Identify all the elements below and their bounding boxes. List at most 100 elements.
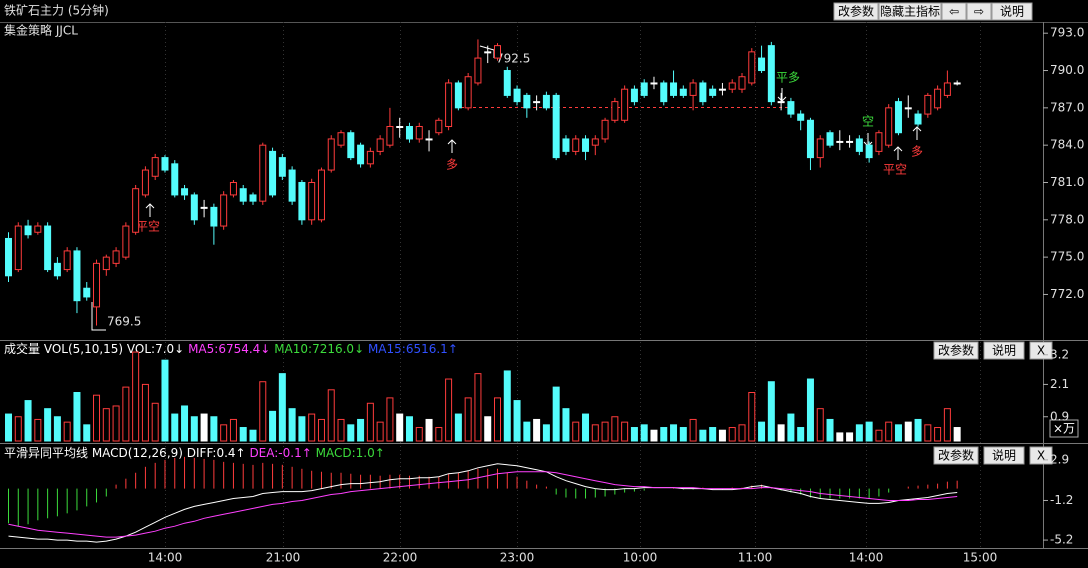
candle-body — [787, 101, 795, 115]
candle-body — [259, 144, 267, 202]
candle-body — [386, 126, 394, 146]
candle-body — [454, 82, 462, 109]
volume-bar — [513, 400, 521, 442]
volume-bar — [14, 416, 22, 442]
volume-bar — [689, 418, 697, 442]
candle-body — [317, 169, 325, 221]
signal-arrow — [893, 146, 903, 160]
button[interactable]: 说明 — [983, 446, 1025, 465]
button-label[interactable]: ⇦ — [949, 5, 959, 19]
button[interactable]: 改参数 — [933, 446, 979, 465]
candle-body — [885, 107, 893, 146]
volume-bar — [102, 408, 110, 442]
volume-bar — [758, 421, 766, 442]
candle-body — [660, 82, 668, 103]
volume-bar — [171, 413, 179, 442]
candle-body — [210, 206, 218, 227]
candle-body — [249, 194, 257, 202]
button-label[interactable]: 改参数 — [838, 4, 874, 19]
button-label[interactable]: X — [1037, 344, 1045, 358]
button[interactable]: X — [1029, 341, 1053, 360]
volume-bar — [621, 421, 629, 442]
button-label[interactable]: 说明 — [1000, 4, 1024, 19]
button-label[interactable]: 说明 — [992, 448, 1016, 463]
candle-body — [34, 225, 42, 233]
y-tick-label: -5.2 — [1050, 533, 1073, 547]
volume-bar — [327, 389, 335, 442]
button[interactable]: X — [1029, 446, 1053, 465]
button-frame[interactable] — [966, 2, 992, 21]
button-label[interactable]: ⇨ — [974, 5, 984, 19]
button-frame[interactable] — [941, 2, 967, 21]
button[interactable]: 隐藏主指标 — [878, 2, 942, 21]
button-frame[interactable] — [933, 341, 979, 360]
volume-bar — [259, 381, 267, 442]
volume-bar — [582, 413, 590, 442]
y-tick-label: 790.0 — [1050, 63, 1084, 77]
button-frame[interactable] — [991, 2, 1033, 21]
volume-bar — [464, 397, 472, 442]
button[interactable]: 改参数 — [833, 2, 879, 21]
candle-body — [141, 169, 149, 196]
annotation: 多 — [911, 145, 923, 159]
button-label[interactable]: 改参数 — [938, 343, 974, 358]
candle-body — [239, 188, 247, 202]
button-label[interactable]: 改参数 — [938, 448, 974, 463]
button-label[interactable]: 隐藏主指标 — [880, 4, 940, 19]
volume-bar — [220, 424, 228, 442]
volume-bar — [650, 429, 658, 442]
volume-bar — [249, 429, 257, 442]
candle-body — [601, 119, 609, 140]
volume-bar — [83, 424, 91, 442]
volume-bar — [405, 416, 413, 442]
candle-body — [445, 82, 453, 128]
button[interactable]: 说明 — [991, 2, 1033, 21]
header-part: MA10:7216.0↓ — [274, 342, 364, 356]
candle-body — [474, 57, 482, 84]
x-tick-label: 22:00 — [383, 551, 418, 565]
candle-body — [523, 94, 531, 109]
button-frame[interactable] — [933, 446, 979, 465]
button-frame[interactable] — [983, 446, 1025, 465]
button-label[interactable]: 说明 — [992, 343, 1016, 358]
chart-title: 铁矿石主力 (5分钟) — [4, 3, 109, 18]
button-frame[interactable] — [983, 341, 1025, 360]
y-tick-label: 2.9 — [1050, 452, 1069, 466]
header-part: MA5:6754.4↓ — [188, 342, 270, 356]
candle-body — [298, 181, 306, 221]
volume-bar — [63, 421, 71, 442]
button-label[interactable]: X — [1037, 449, 1045, 463]
candle-body — [846, 140, 854, 143]
volume-bar — [337, 418, 345, 442]
button[interactable]: 说明 — [983, 341, 1025, 360]
volume-bar — [630, 427, 638, 442]
button-frame[interactable] — [833, 2, 879, 21]
volume-bar — [141, 383, 149, 442]
candle-body — [640, 82, 648, 96]
volume-bar — [239, 427, 247, 442]
candle-body — [572, 138, 580, 152]
unit-box: ×万 — [1049, 419, 1079, 438]
candle-body — [337, 132, 345, 146]
volume-bar — [357, 418, 365, 442]
button-frame[interactable] — [878, 2, 942, 21]
button[interactable]: 改参数 — [933, 341, 979, 360]
button[interactable]: ⇦ — [941, 2, 967, 21]
candle-body — [24, 225, 32, 236]
header-part: MACD:1.0↑ — [316, 446, 385, 460]
candle-body — [464, 76, 472, 109]
volume-bar — [640, 424, 648, 442]
candle-body — [718, 88, 726, 91]
candle-body — [542, 94, 550, 109]
candle-body — [494, 45, 501, 59]
annotation: 792.5 — [496, 52, 530, 66]
candle-body — [53, 262, 61, 277]
candle-body — [806, 119, 814, 159]
volume-bar — [855, 424, 863, 442]
signal-arrow — [912, 126, 922, 140]
candle-body — [151, 157, 159, 177]
candle-body — [415, 126, 423, 140]
volume-bar — [552, 386, 560, 442]
button[interactable]: ⇨ — [966, 2, 992, 21]
volume-bar — [523, 421, 531, 442]
